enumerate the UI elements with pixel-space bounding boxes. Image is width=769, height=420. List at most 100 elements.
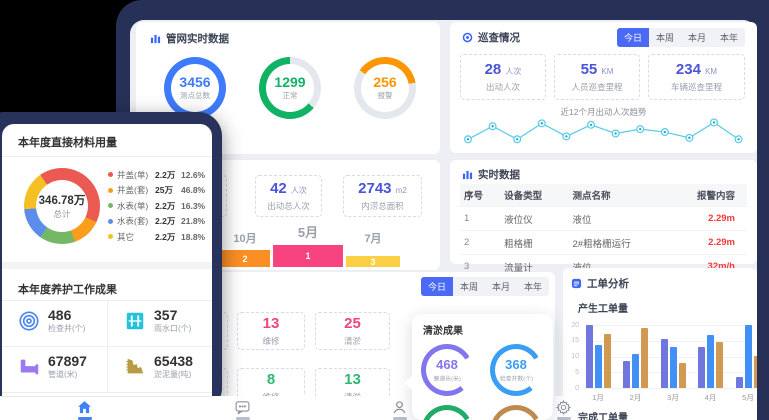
target-icon [18, 310, 40, 332]
material-donut-chart: 346.78万 总计 [24, 168, 100, 244]
pipe-realtime-card: 管网实时数据 3456 测点总数 1299 正常 256 报警 [136, 22, 440, 154]
legend-dot [108, 218, 113, 224]
kpi-donut: 256 报警 [354, 57, 416, 119]
table-row: 2 粗格栅 2#粗格栅运行 2.29m [460, 230, 747, 255]
workorder-bar [632, 354, 639, 388]
gauge-label: 检查井数(个) [499, 375, 533, 382]
gear-icon[interactable] [555, 399, 572, 416]
legend-name: 其它 [117, 231, 135, 242]
bar-chart-icon [462, 170, 473, 180]
person-icon[interactable] [391, 399, 408, 416]
tab-month[interactable]: 本月 [687, 33, 706, 43]
table-cell: 2#粗格栅运行 [568, 230, 667, 255]
ring-dot-icon [462, 32, 473, 43]
stat-box-dredge-1: 25 清淤 [315, 312, 390, 350]
x-axis-label: 3月 [667, 393, 679, 402]
legend-item: 井盖(单) 2.2万 12.6% [108, 169, 210, 180]
stat-box-person-km: 55 KM 人员巡查里程 [554, 54, 640, 100]
donut-label: 报警 [377, 91, 393, 101]
tab-month[interactable]: 本月 [491, 282, 510, 292]
stat-unit: 人次 [290, 185, 307, 195]
gridline [584, 340, 754, 342]
pipe-card-title: 管网实时数据 [166, 33, 229, 45]
gauge-label: 管道长(米) [433, 375, 461, 382]
stat-value: 8 [266, 370, 276, 388]
stat-unit: 人次 [505, 66, 522, 76]
maintenance-item: 67897 管道(米) [18, 353, 87, 380]
donut-value: 256 [373, 73, 397, 90]
stat-value: 55 [580, 60, 598, 78]
home-icon[interactable] [76, 399, 93, 416]
tab-today[interactable]: 今日 [616, 28, 649, 47]
podium-month-label: 5月 [297, 225, 319, 240]
tab-today[interactable]: 今日 [420, 277, 453, 296]
legend-item: 水表(套) 2.2万 21.8% [108, 216, 210, 226]
maintenance-label: 淤泥量(吨) [154, 370, 192, 380]
maintenance-item: 486 检查井(个) [18, 307, 85, 334]
y-axis-tick: 5 [575, 368, 579, 376]
legend-item: 其它 2.2万 18.8% [108, 231, 210, 242]
workorder-bar [735, 376, 743, 388]
gridline [584, 325, 754, 326]
kpi-donut: 1299 正常 [259, 57, 321, 119]
legend-item: 井盖(套) 25万 46.8% [108, 185, 210, 195]
x-axis-label: 1月 [592, 393, 604, 402]
nav-label-stub [236, 417, 250, 420]
nav-label-stub [78, 417, 92, 420]
stat-box-repair-1: 13 维修 [237, 312, 305, 350]
material-usage-title: 本年度直接材料用量 [18, 137, 117, 149]
realtime-card-title: 实时数据 [478, 169, 520, 181]
alarm-table: 序号 设备类型 测点名称 报警内容 1 液位仪 液位 2.29m 2 粗格栅 2#粗格栅运行 2.29… [460, 184, 747, 278]
tab-week[interactable]: 本周 [655, 33, 674, 43]
maintenance-value: 357 [154, 307, 178, 323]
stat-box-dispatch: 28 人次 出动人次 [460, 54, 546, 100]
legend-percent: 18.8% [181, 231, 206, 242]
arc-gauge [490, 405, 542, 420]
table-cell: 2 [460, 230, 501, 255]
stat-value: 25 [344, 314, 361, 332]
popover-title: 清淤成果 [423, 326, 463, 337]
pipe-icon [18, 356, 40, 378]
stat-label: 内涝总面积 [361, 200, 404, 211]
tab-week[interactable]: 本周 [459, 282, 478, 292]
maintenance-value: 486 [48, 307, 72, 323]
legend-name: 水表(套) [117, 216, 149, 226]
workorder-card: 工单分析 产生工单量 0 5 10 15 20 1月 2月 3月 4月 5月 完成工单量 [563, 268, 757, 420]
stat-label: 人员巡查里程 [571, 81, 623, 92]
stat-box-vehicle-km: 234 KM 车辆巡查里程 [648, 54, 745, 100]
trend-title: 近12个月出动人次趋势 [560, 107, 647, 117]
podium-rank-bar: 1 [273, 245, 343, 267]
stat-value: 2743 [358, 179, 392, 197]
stat-label: 清淤 [343, 335, 361, 346]
legend-percent: 16.3% [181, 200, 206, 211]
arc-gauge [421, 405, 473, 420]
stat-value: 13 [262, 314, 280, 332]
workorder-bar [603, 333, 611, 388]
workorder-bar [753, 355, 757, 388]
workorder-bar [698, 347, 705, 388]
tab-year[interactable]: 本年 [523, 282, 542, 292]
tab-year[interactable]: 本年 [719, 33, 738, 43]
podium-month-label: 10月 [233, 233, 257, 245]
popover-arrow [404, 376, 412, 390]
workorder-bar-chart: 0 5 10 15 20 1月 2月 3月 4月 5月 [563, 268, 757, 420]
donut-value: 3456 [179, 73, 211, 90]
gridline [584, 388, 754, 389]
donut-value: 1299 [274, 73, 306, 90]
maintenance-label: 雨水口(个) [154, 324, 192, 334]
bar-chart-icon [150, 34, 161, 44]
card-title: 巡查情况 [462, 30, 520, 45]
legend-name: 井盖(单) [117, 169, 149, 180]
stat-label: 出动总人次 [267, 200, 310, 211]
material-legend: 井盖(单) 2.2万 12.6% 井盖(套) 25万 46.8% 水表(单) 2.2万 16.3… [108, 169, 210, 242]
stat-value: 234 [675, 60, 701, 78]
legend-name: 井盖(套) [117, 185, 149, 195]
y-axis-tick: 20 [571, 321, 579, 329]
nav-label-stub [393, 417, 407, 420]
chat-icon[interactable] [234, 399, 251, 416]
gridline [584, 356, 754, 358]
maintenance-value: 67897 [48, 353, 87, 369]
workorder-bar [623, 360, 630, 388]
x-axis-label: 2月 [629, 393, 642, 402]
